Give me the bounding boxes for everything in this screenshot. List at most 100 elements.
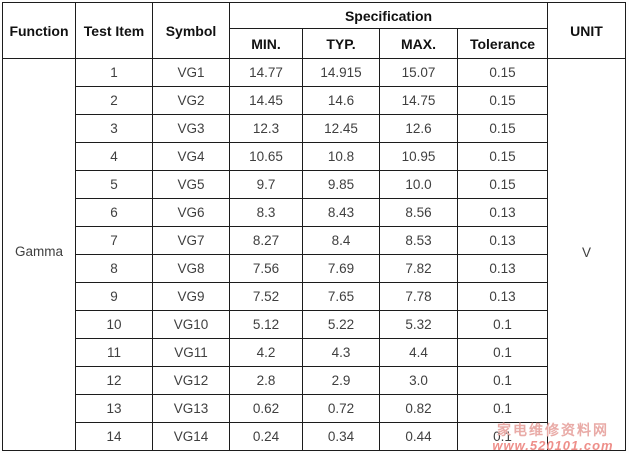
cell-min: 8.3 — [229, 198, 303, 227]
cell-test-item: 3 — [75, 114, 153, 143]
cell-test-item: 14 — [75, 422, 153, 451]
header-typ: TYP. — [302, 28, 380, 59]
table-row: 11 VG11 4.2 4.3 4.4 0.1 — [3, 338, 626, 367]
cell-max: 12.6 — [379, 114, 458, 143]
cell-min: 10.65 — [229, 142, 303, 171]
cell-tolerance: 0.13 — [456, 198, 549, 227]
unit-value-cell: V — [547, 58, 627, 451]
cell-symbol: VG2 — [152, 86, 230, 115]
header-row-bottom: MIN. TYP. MAX. Tolerance — [3, 28, 626, 59]
header-test-item: Test Item — [75, 2, 153, 59]
cell-symbol: VG6 — [152, 198, 230, 227]
cell-min: 4.2 — [229, 338, 303, 367]
cell-max: 8.53 — [379, 226, 458, 255]
table-row: 5 VG5 9.7 9.85 10.0 0.15 — [3, 170, 626, 199]
cell-typ: 14.915 — [302, 58, 380, 87]
cell-symbol: VG7 — [152, 226, 230, 255]
cell-typ: 7.65 — [302, 282, 380, 311]
cell-symbol: VG13 — [152, 394, 230, 423]
header-function: Function — [2, 2, 76, 59]
cell-symbol: VG1 — [152, 58, 230, 87]
cell-test-item: 12 — [75, 366, 153, 395]
cell-symbol: VG9 — [152, 282, 230, 311]
table-row: 3 VG3 12.3 12.45 12.6 0.15 — [3, 114, 626, 143]
cell-max: 3.0 — [379, 366, 458, 395]
cell-max: 4.4 — [379, 338, 458, 367]
header-specification: Specification — [228, 2, 549, 29]
cell-tolerance: 0.1 — [456, 422, 549, 451]
cell-min: 9.7 — [229, 170, 303, 199]
cell-typ: 12.45 — [302, 114, 380, 143]
cell-typ: 0.34 — [302, 422, 380, 451]
cell-max: 15.07 — [379, 58, 458, 87]
cell-typ: 4.3 — [302, 338, 380, 367]
cell-tolerance: 0.15 — [456, 114, 549, 143]
cell-tolerance: 0.15 — [456, 58, 549, 87]
cell-test-item: 8 — [75, 254, 153, 283]
function-value-cell: Gamma — [2, 58, 76, 451]
cell-max: 5.32 — [379, 310, 458, 339]
table-row: 6 VG6 8.3 8.43 8.56 0.13 — [3, 198, 626, 227]
table-row: 13 VG13 0.62 0.72 0.82 0.1 — [3, 394, 626, 423]
cell-typ: 10.8 — [302, 142, 380, 171]
cell-typ: 0.72 — [302, 394, 380, 423]
cell-symbol: VG5 — [152, 170, 230, 199]
cell-min: 0.24 — [229, 422, 303, 451]
cell-min: 5.12 — [229, 310, 303, 339]
cell-min: 7.52 — [229, 282, 303, 311]
cell-min: 14.45 — [229, 86, 303, 115]
header-min: MIN. — [229, 28, 303, 59]
table-row: 10 VG10 5.12 5.22 5.32 0.1 — [3, 310, 626, 339]
cell-typ: 5.22 — [302, 310, 380, 339]
table-row: 14 VG14 0.24 0.34 0.44 0.1 — [3, 422, 626, 451]
header-unit: UNIT — [547, 2, 627, 59]
cell-typ: 2.9 — [302, 366, 380, 395]
cell-test-item: 7 — [75, 226, 153, 255]
cell-test-item: 9 — [75, 282, 153, 311]
cell-symbol: VG14 — [152, 422, 230, 451]
cell-max: 10.95 — [379, 142, 458, 171]
cell-test-item: 5 — [75, 170, 153, 199]
cell-symbol: VG12 — [152, 366, 230, 395]
cell-max: 14.75 — [379, 86, 458, 115]
cell-tolerance: 0.13 — [456, 226, 549, 255]
cell-symbol: VG3 — [152, 114, 230, 143]
header-tolerance: Tolerance — [456, 28, 549, 59]
cell-symbol: VG10 — [152, 310, 230, 339]
header-symbol: Symbol — [152, 2, 230, 59]
cell-tolerance: 0.1 — [456, 338, 549, 367]
cell-test-item: 1 — [75, 58, 153, 87]
cell-symbol: VG4 — [152, 142, 230, 171]
cell-tolerance: 0.15 — [456, 86, 549, 115]
table-row: 7 VG7 8.27 8.4 8.53 0.13 — [3, 226, 626, 255]
table-row: 8 VG8 7.56 7.69 7.82 0.13 — [3, 254, 626, 283]
cell-typ: 8.4 — [302, 226, 380, 255]
table-row: 2 VG2 14.45 14.6 14.75 0.15 — [3, 86, 626, 115]
table-row: 9 VG9 7.52 7.65 7.78 0.13 — [3, 282, 626, 311]
cell-max: 0.44 — [379, 422, 458, 451]
cell-tolerance: 0.1 — [456, 310, 549, 339]
cell-typ: 8.43 — [302, 198, 380, 227]
header-row-top: Function Test Item Symbol Specification … — [2, 2, 627, 59]
cell-min: 14.77 — [229, 58, 303, 87]
cell-max: 7.82 — [379, 254, 458, 283]
cell-min: 7.56 — [229, 254, 303, 283]
cell-tolerance: 0.13 — [456, 282, 549, 311]
cell-test-item: 6 — [75, 198, 153, 227]
table-row: 4 VG4 10.65 10.8 10.95 0.15 — [3, 142, 626, 171]
cell-typ: 14.6 — [302, 86, 380, 115]
cell-symbol: VG8 — [152, 254, 230, 283]
cell-typ: 9.85 — [302, 170, 380, 199]
cell-min: 0.62 — [229, 394, 303, 423]
cell-test-item: 2 — [75, 86, 153, 115]
cell-test-item: 4 — [75, 142, 153, 171]
cell-max: 10.0 — [379, 170, 458, 199]
cell-symbol: VG11 — [152, 338, 230, 367]
cell-typ: 7.69 — [302, 254, 380, 283]
cell-test-item: 10 — [75, 310, 153, 339]
header-max: MAX. — [379, 28, 458, 59]
cell-test-item: 11 — [75, 338, 153, 367]
cell-tolerance: 0.13 — [456, 254, 549, 283]
cell-tolerance: 0.15 — [456, 170, 549, 199]
